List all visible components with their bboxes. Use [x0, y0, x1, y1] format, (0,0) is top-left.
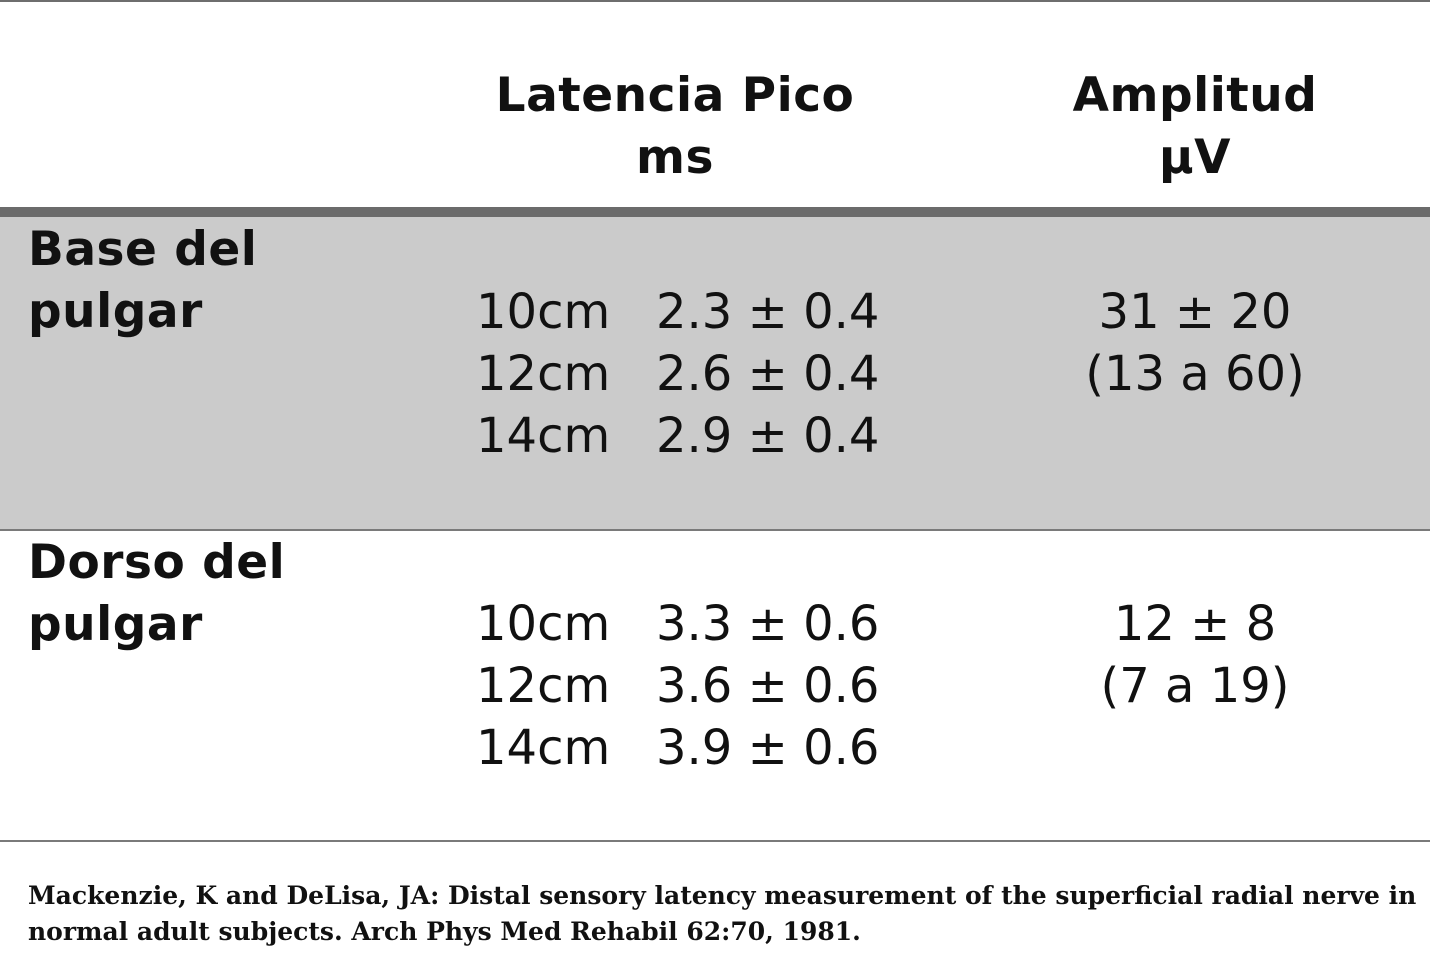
row-2-site-line-1: Dorso del — [28, 535, 286, 590]
row-2-amplitude: 12 ± 8 (7 a 19) — [1000, 593, 1390, 717]
row-divider — [0, 529, 1430, 531]
row-2-site-line-2: pulgar — [28, 597, 203, 652]
reference-line-1: Mackenzie, K and DeLisa, JA: Distal sens… — [28, 881, 1417, 910]
header-divider — [0, 207, 1430, 217]
reference-line-2: normal adult subjects. Arch Phys Med Reh… — [28, 917, 861, 946]
header-amplitude-title: Amplitud — [1072, 68, 1318, 123]
row-2-latencies: 10cm 3.3 ± 0.6 12cm 3.6 ± 0.6 14cm 3.9 ± 0.… — [476, 593, 896, 779]
row-1-background — [0, 217, 1430, 529]
amplitude-mean: 12 ± 8 — [1113, 596, 1277, 652]
latency-value: 3.9 ± 0.6 — [656, 720, 880, 776]
row-1-amplitude: 31 ± 20 (13 a 60) — [1000, 281, 1390, 405]
latency-value: 2.3 ± 0.4 — [656, 284, 880, 340]
header-amplitude-unit: µV — [1159, 130, 1231, 185]
amplitude-mean: 31 ± 20 — [1098, 284, 1292, 340]
reference-citation: Mackenzie, K and DeLisa, JA: Distal sens… — [28, 878, 1418, 950]
header-latency-title: Latencia Pico — [495, 68, 855, 123]
latency-distance: 10cm — [476, 284, 611, 340]
latency-distance: 14cm — [476, 408, 611, 464]
latency-value: 3.6 ± 0.6 — [656, 658, 880, 714]
latency-distance: 12cm — [476, 658, 611, 714]
top-rule — [0, 0, 1430, 2]
row-1-site-label: Base del pulgar — [28, 219, 408, 343]
latency-distance: 10cm — [476, 596, 611, 652]
latency-row: 12cm 3.6 ± 0.6 — [476, 655, 896, 717]
header-amplitude: Amplitud µV — [1000, 65, 1390, 189]
header-latency-unit: ms — [636, 130, 714, 185]
row-1-site-line-1: Base del — [28, 222, 258, 277]
latency-row: 10cm 2.3 ± 0.4 — [476, 281, 896, 343]
latency-value: 2.9 ± 0.4 — [656, 408, 880, 464]
amplitude-range: (13 a 60) — [1085, 346, 1305, 402]
row-2-site-label: Dorso del pulgar — [28, 532, 408, 656]
row-1-latencies: 10cm 2.3 ± 0.4 12cm 2.6 ± 0.4 14cm 2.9 ± 0.… — [476, 281, 896, 467]
row-1-site-line-2: pulgar — [28, 284, 203, 339]
latency-value: 2.6 ± 0.4 — [656, 346, 880, 402]
latency-row: 12cm 2.6 ± 0.4 — [476, 343, 896, 405]
table-bottom-rule — [0, 840, 1430, 842]
header-latency: Latencia Pico ms — [440, 65, 910, 189]
amplitude-range: (7 a 19) — [1100, 658, 1290, 714]
latency-row: 14cm 2.9 ± 0.4 — [476, 405, 896, 467]
latency-value: 3.3 ± 0.6 — [656, 596, 880, 652]
latency-distance: 14cm — [476, 720, 611, 776]
latency-row: 14cm 3.9 ± 0.6 — [476, 717, 896, 779]
latency-distance: 12cm — [476, 346, 611, 402]
latency-row: 10cm 3.3 ± 0.6 — [476, 593, 896, 655]
